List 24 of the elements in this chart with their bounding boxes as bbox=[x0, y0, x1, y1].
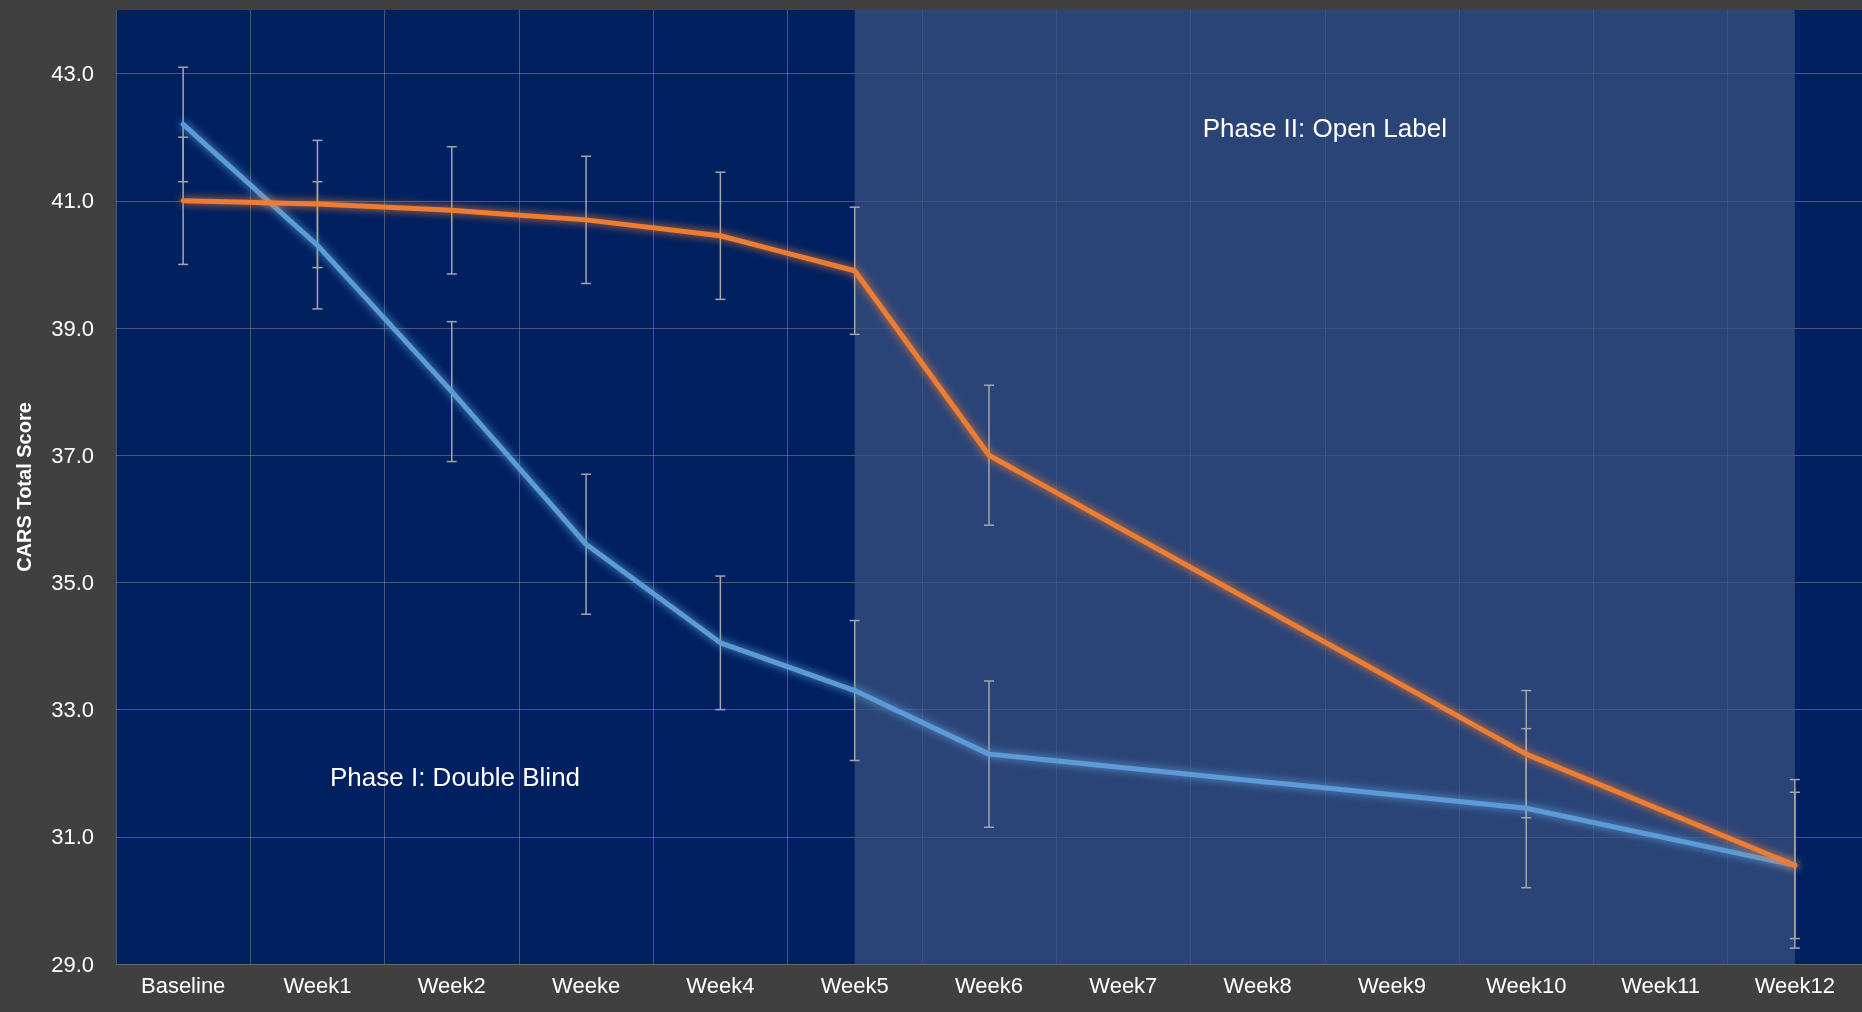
y-tick-label: 37.0 bbox=[51, 442, 94, 468]
band-label: Phase II: Open Label bbox=[1202, 113, 1447, 143]
y-axis-title: CARS Total Score bbox=[13, 402, 35, 572]
y-tick-label: 41.0 bbox=[51, 188, 94, 214]
annotation: Phase I: Double Blind bbox=[330, 762, 581, 792]
y-tick-label: 43.0 bbox=[51, 61, 94, 87]
x-tick-label: Week10 bbox=[1486, 972, 1567, 998]
y-tick-label: 33.0 bbox=[51, 697, 94, 723]
x-tick-label: Week4 bbox=[686, 972, 755, 998]
x-tick-label: Week8 bbox=[1223, 972, 1292, 998]
x-tick-label: Baseline bbox=[140, 972, 226, 998]
x-tick-label: Week1 bbox=[283, 972, 352, 998]
x-tick-label: Week2 bbox=[417, 972, 486, 998]
x-tick-label: Week7 bbox=[1089, 972, 1158, 998]
y-tick-label: 29.0 bbox=[51, 951, 94, 977]
y-tick-label: 31.0 bbox=[51, 824, 94, 850]
x-tick-label: Weeke bbox=[552, 972, 621, 998]
x-tick-label: Week11 bbox=[1621, 972, 1700, 998]
y-tick-label: 39.0 bbox=[51, 315, 94, 341]
x-tick-label: Week9 bbox=[1357, 972, 1426, 998]
x-tick-label: Week5 bbox=[820, 972, 889, 998]
x-tick-label: Week12 bbox=[1754, 972, 1835, 998]
y-tick-label: 35.0 bbox=[51, 569, 94, 595]
x-tick-label: Week6 bbox=[954, 972, 1024, 998]
